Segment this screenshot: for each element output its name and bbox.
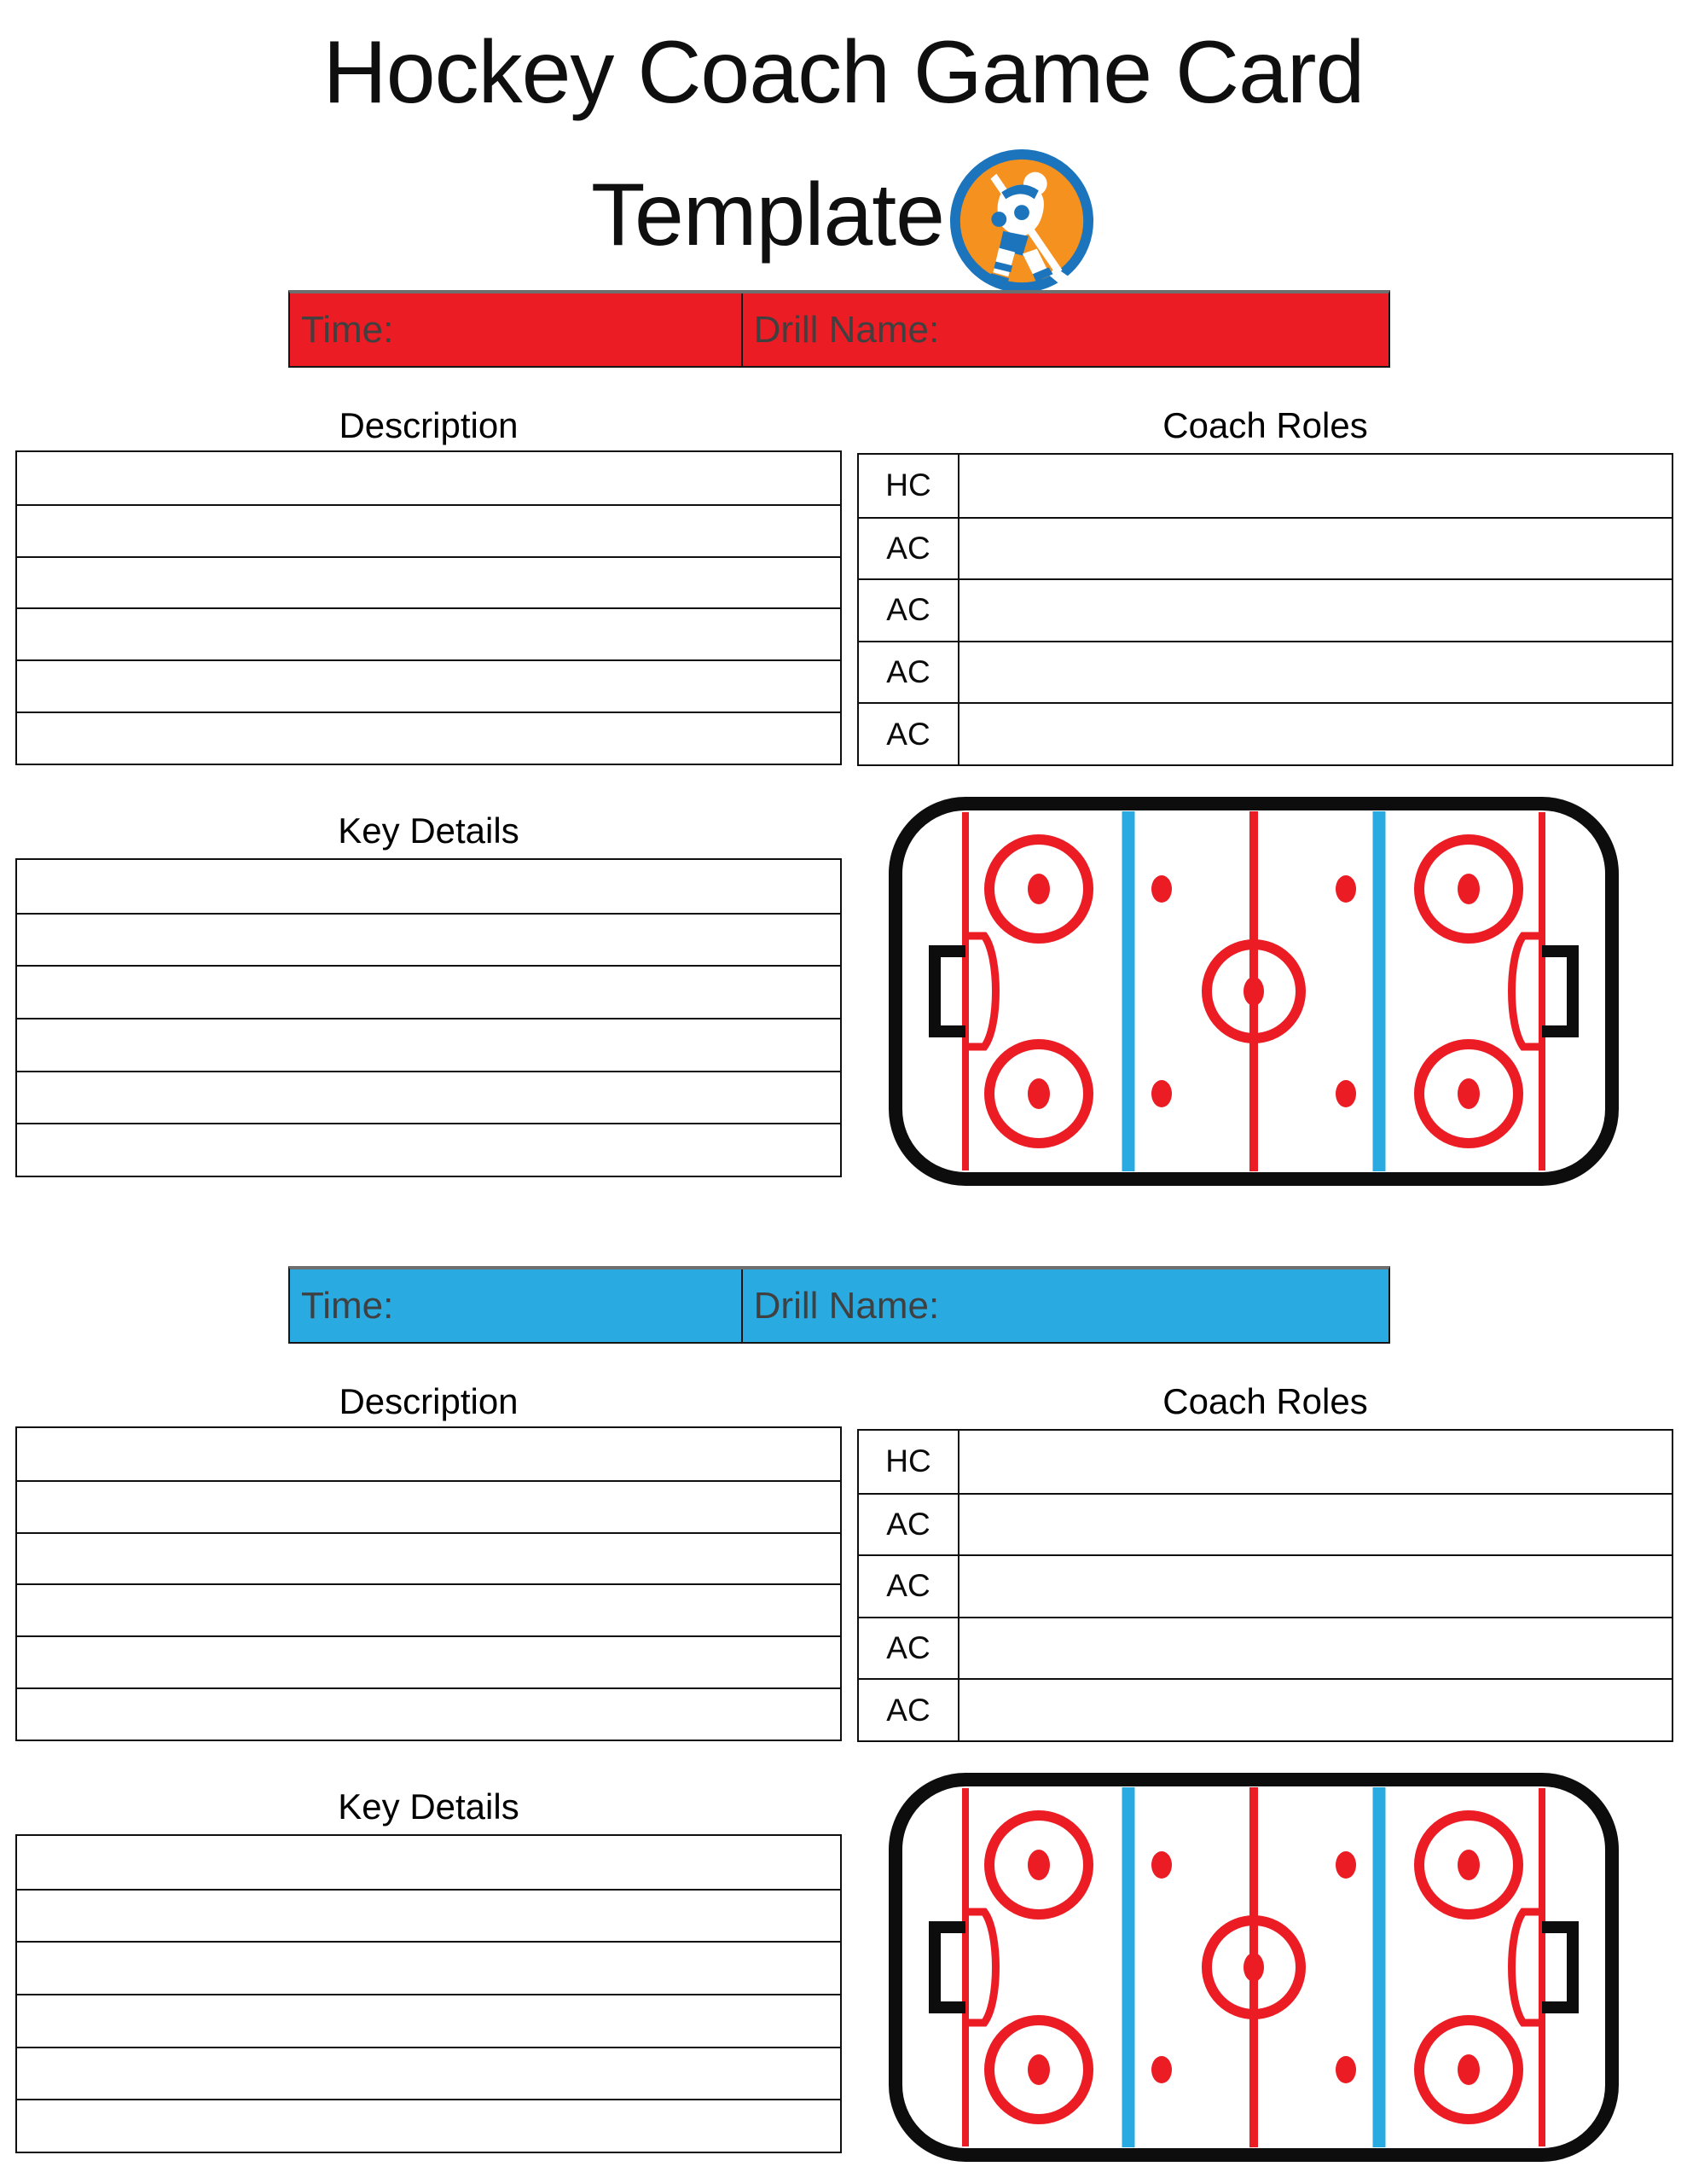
key-details-heading: Key Details bbox=[338, 1786, 519, 1827]
coach-role-value-cell[interactable] bbox=[959, 1618, 1672, 1679]
coach-role-row: AC bbox=[859, 1554, 1672, 1617]
page-title: Hockey Coach Game Card Template bbox=[0, 10, 1687, 295]
coach-role-row: AC bbox=[859, 516, 1672, 579]
coach-role-row: AC bbox=[859, 578, 1672, 641]
drill-name-field[interactable]: Drill Name: bbox=[743, 1269, 1388, 1342]
description-box bbox=[15, 1426, 842, 1741]
description-line[interactable] bbox=[17, 607, 840, 660]
coach-role-value-cell[interactable] bbox=[959, 455, 1672, 517]
coach-role-row: HC bbox=[859, 1431, 1672, 1493]
key-details-heading: Key Details bbox=[338, 810, 519, 851]
coach-role-label-ac: AC bbox=[859, 1618, 959, 1679]
description-line[interactable] bbox=[17, 1635, 840, 1688]
key-details-box bbox=[15, 1834, 842, 2153]
key-details-line[interactable] bbox=[17, 1070, 840, 1124]
coach-roles-heading: Coach Roles bbox=[1162, 405, 1368, 445]
time-label: Time: bbox=[301, 308, 394, 351]
description-line[interactable] bbox=[17, 712, 840, 764]
description-line[interactable] bbox=[17, 555, 840, 608]
description-line[interactable] bbox=[17, 1531, 840, 1584]
coach-role-row: AC bbox=[859, 1678, 1672, 1740]
description-heading: Description bbox=[339, 1381, 519, 1421]
description-line[interactable] bbox=[17, 1428, 840, 1480]
key-details-line[interactable] bbox=[17, 1888, 840, 1942]
drill-name-field[interactable]: Drill Name: bbox=[743, 293, 1388, 366]
coach-roles-table: HC AC AC AC AC bbox=[857, 1429, 1673, 1742]
drill-card-2: Time: Drill Name: Description Coach Role… bbox=[0, 1266, 1687, 2170]
key-details-box bbox=[15, 858, 842, 1177]
description-line[interactable] bbox=[17, 452, 840, 504]
drill-card-1: Time: Drill Name: Description Coach Role… bbox=[0, 290, 1687, 1194]
drill-name-label: Drill Name: bbox=[753, 1284, 940, 1327]
coach-role-value-cell[interactable] bbox=[959, 1556, 1672, 1617]
coach-roles-table: HC AC AC AC AC bbox=[857, 453, 1673, 766]
hockey-rink-diagram bbox=[887, 795, 1620, 1188]
description-heading: Description bbox=[339, 405, 519, 445]
page-title-line-2: Template bbox=[591, 166, 945, 264]
key-details-line[interactable] bbox=[17, 912, 840, 966]
key-details-line[interactable] bbox=[17, 1018, 840, 1071]
coach-role-label-ac: AC bbox=[859, 518, 959, 579]
coach-role-label-ac: AC bbox=[859, 1494, 959, 1555]
coach-roles-heading: Coach Roles bbox=[1162, 1381, 1368, 1421]
coach-role-row: HC bbox=[859, 455, 1672, 517]
key-details-line[interactable] bbox=[17, 1836, 840, 1889]
description-line[interactable] bbox=[17, 1479, 840, 1532]
coach-role-label-ac: AC bbox=[859, 580, 959, 641]
key-details-line[interactable] bbox=[17, 1941, 840, 1994]
coach-role-value-cell[interactable] bbox=[959, 518, 1672, 579]
hockey-rink-diagram bbox=[887, 1771, 1620, 2164]
description-line[interactable] bbox=[17, 503, 840, 556]
key-details-line[interactable] bbox=[17, 1123, 840, 1176]
coach-role-row: AC bbox=[859, 1616, 1672, 1679]
coach-role-row: AC bbox=[859, 702, 1672, 764]
key-details-line[interactable] bbox=[17, 1994, 840, 2047]
coach-role-value-cell[interactable] bbox=[959, 642, 1672, 703]
description-box bbox=[15, 450, 842, 765]
coach-role-value-cell[interactable] bbox=[959, 580, 1672, 641]
coach-role-row: AC bbox=[859, 640, 1672, 703]
time-field[interactable]: Time: bbox=[290, 1269, 743, 1342]
drill-header-bar: Time: Drill Name: bbox=[288, 1266, 1390, 1344]
hockey-player-logo bbox=[949, 148, 1094, 293]
coach-role-label-ac: AC bbox=[859, 642, 959, 703]
coach-role-value-cell[interactable] bbox=[959, 1680, 1672, 1740]
time-field[interactable]: Time: bbox=[290, 293, 743, 366]
coach-role-label-hc: HC bbox=[859, 455, 959, 517]
coach-role-value-cell[interactable] bbox=[959, 704, 1672, 764]
coach-role-value-cell[interactable] bbox=[959, 1431, 1672, 1493]
key-details-line[interactable] bbox=[17, 2099, 840, 2152]
coach-role-label-hc: HC bbox=[859, 1431, 959, 1493]
key-details-line[interactable] bbox=[17, 965, 840, 1018]
coach-role-label-ac: AC bbox=[859, 1680, 959, 1740]
key-details-line[interactable] bbox=[17, 860, 840, 913]
page-title-line-1: Hockey Coach Game Card bbox=[322, 23, 1365, 122]
coach-role-label-ac: AC bbox=[859, 704, 959, 764]
description-line[interactable] bbox=[17, 1583, 840, 1636]
drill-header-bar: Time: Drill Name: bbox=[288, 290, 1390, 368]
drill-name-label: Drill Name: bbox=[753, 308, 940, 351]
time-label: Time: bbox=[301, 1284, 394, 1327]
description-line[interactable] bbox=[17, 1687, 840, 1740]
description-line[interactable] bbox=[17, 659, 840, 712]
coach-role-label-ac: AC bbox=[859, 1556, 959, 1617]
coach-role-row: AC bbox=[859, 1492, 1672, 1555]
coach-role-value-cell[interactable] bbox=[959, 1494, 1672, 1555]
key-details-line[interactable] bbox=[17, 2046, 840, 2100]
